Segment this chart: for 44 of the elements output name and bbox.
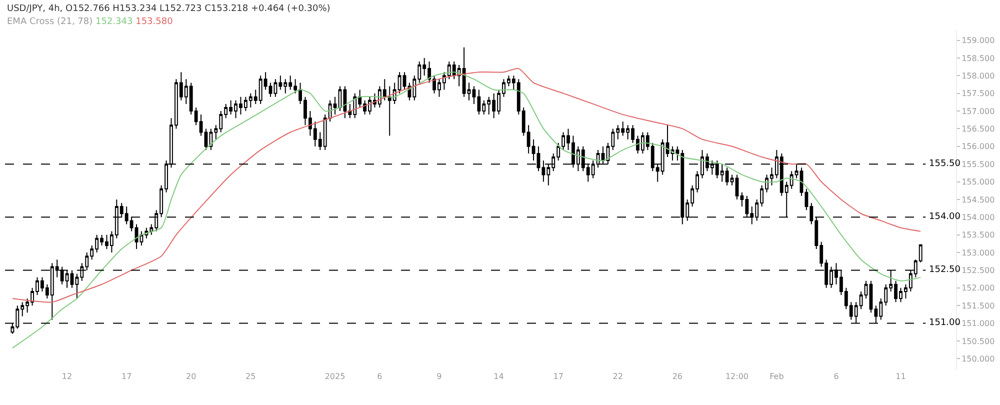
- y-tick-label: 155.000: [962, 178, 995, 187]
- y-tick-label: 152.500: [962, 266, 995, 276]
- x-tick-label: 12:00: [725, 372, 749, 381]
- y-tick-label: 157.000: [962, 106, 995, 116]
- y-tick-label: 153.500: [962, 230, 995, 240]
- y-tick-label: 158.500: [962, 54, 995, 63]
- y-tick-label: 156.000: [962, 142, 995, 152]
- y-tick-label: 157.500: [962, 89, 995, 98]
- text: 153.580: [136, 17, 174, 27]
- y-tick-label: 150.000: [962, 354, 995, 364]
- ref-line-label: 155.50: [929, 159, 961, 169]
- x-tick-label: 12: [62, 372, 72, 381]
- y-tick-label: 156.500: [962, 124, 995, 134]
- ref-line-label: 154.00: [929, 212, 961, 222]
- y-tick-label: 159.000: [962, 36, 995, 46]
- y-tick-label: 154.000: [962, 212, 995, 222]
- line-series: [12, 68, 922, 303]
- x-tick-label: 26: [672, 372, 683, 381]
- chart-subtitle: EMA Cross (21, 78): [7, 17, 93, 27]
- text: 152.343: [96, 17, 133, 27]
- x-tick-label: 22: [612, 372, 623, 381]
- x-tick-label: 9: [436, 372, 442, 381]
- y-tick-label: 158.000: [962, 71, 995, 80]
- x-tick-label: 14: [494, 372, 504, 381]
- line-series: [12, 72, 922, 349]
- x-tick-label: 6: [834, 372, 839, 381]
- ref-line-label: 152.50: [929, 265, 961, 275]
- y-tick-label: 151.500: [962, 301, 995, 310]
- x-tick-label: 6: [377, 372, 382, 381]
- y-tick-label: 151.000: [962, 319, 995, 328]
- x-tick-label: Feb: [770, 372, 784, 381]
- y-tick-label: 154.500: [962, 195, 995, 204]
- x-tick-label: 17: [121, 372, 132, 381]
- y-tick-label: 153.000: [962, 248, 995, 258]
- x-tick-label: 17: [553, 372, 564, 381]
- x-tick-label: 25: [246, 372, 256, 381]
- x-tick-label: 20: [186, 372, 196, 381]
- x-tick-label: 11: [896, 372, 906, 381]
- x-tick-label: 2025: [324, 372, 346, 381]
- ref-line-label: 151.00: [929, 318, 961, 328]
- y-tick-label: 150.500: [962, 336, 995, 346]
- chart-title: USD/JPY, 4h, O152.766 H153.234 L152.723 C153.218 +0.464 (+0.30%): [7, 4, 330, 14]
- y-tick-label: 155.500: [962, 160, 995, 169]
- y-tick-label: 152.000: [962, 284, 995, 293]
